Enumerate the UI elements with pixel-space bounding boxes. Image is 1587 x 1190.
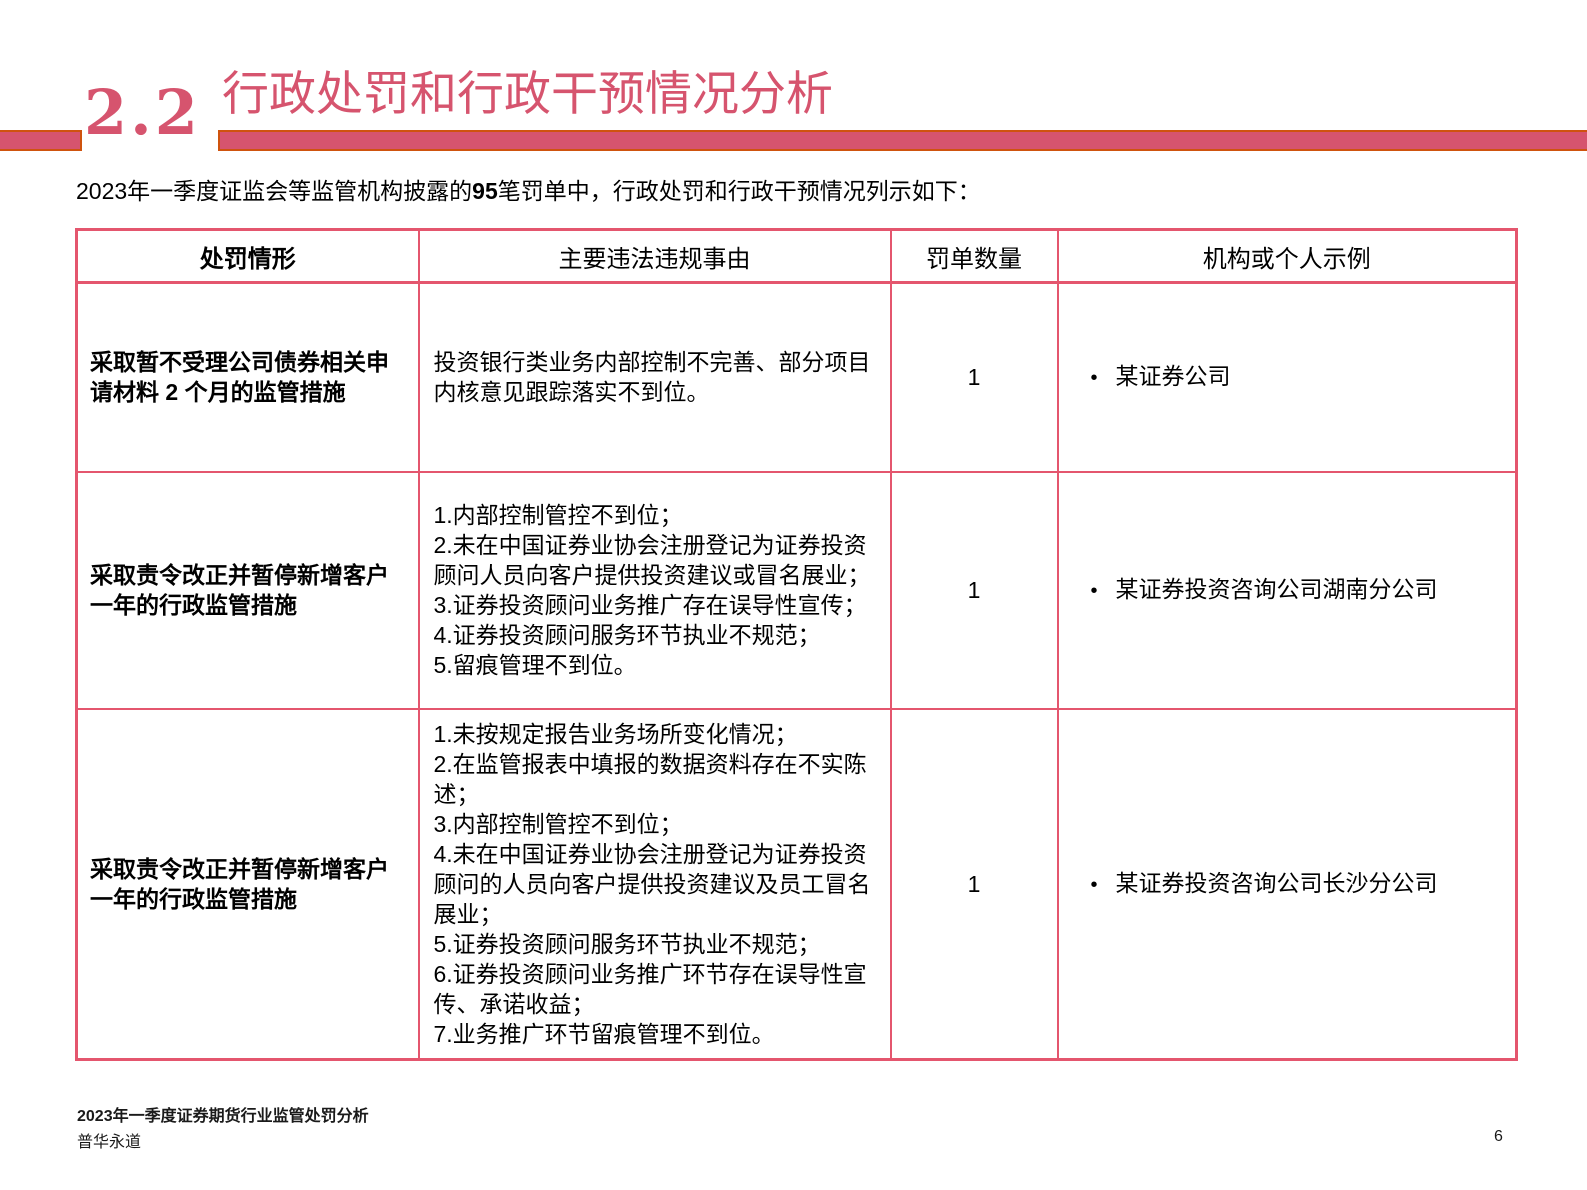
footer-report-title: 2023年一季度证券期货行业监管处罚分析	[77, 1108, 369, 1125]
header-count: 罚单数量	[889, 228, 1059, 284]
cell-example: • 某证券投资咨询公司湖南分公司	[1056, 470, 1518, 710]
accent-bar-left	[0, 130, 82, 151]
cell-count: 1	[889, 707, 1059, 1061]
cell-reason: 1.内部控制管控不到位； 2.未在中国证券业协会注册登记为证券投资顾问人员向客户…	[417, 470, 892, 710]
cell-count: 1	[889, 281, 1059, 473]
example-text: 某证券公司	[1115, 363, 1231, 390]
page-number: 6	[1494, 1128, 1503, 1145]
table-row: 采取责令改正并暂停新增客户一年的行政监管措施 1.未按规定报告业务场所变化情况；…	[75, 707, 1518, 1061]
bullet-icon: •	[1090, 367, 1098, 390]
cell-reason: 1.未按规定报告业务场所变化情况； 2.在监管报表中填报的数据资料存在不实陈述；…	[417, 707, 892, 1061]
cell-count: 1	[889, 470, 1059, 710]
cell-situation: 采取责令改正并暂停新增客户一年的行政监管措施	[75, 707, 420, 1061]
section-number: 2.2	[84, 76, 201, 149]
accent-bar-main	[218, 130, 1587, 151]
table-header-row: 处罚情形 主要违法违规事由 罚单数量 机构或个人示例	[75, 228, 1518, 284]
cell-example: • 某证券公司	[1056, 281, 1518, 473]
footer-company: 普华永道	[77, 1134, 142, 1151]
header-reason: 主要违法违规事由	[417, 228, 892, 284]
table-row: 采取暂不受理公司债券相关申请材料 2 个月的监管措施 投资银行类业务内部控制不完…	[75, 281, 1518, 473]
cell-situation: 采取暂不受理公司债券相关申请材料 2 个月的监管措施	[75, 281, 420, 473]
page-title: 行政处罚和行政干预情况分析	[222, 67, 833, 122]
table-row: 采取责令改正并暂停新增客户一年的行政监管措施 1.内部控制管控不到位； 2.未在…	[75, 470, 1518, 710]
intro-suffix: 笔罚单中，行政处罚和行政干预情况列示如下：	[497, 178, 981, 204]
cell-situation: 采取责令改正并暂停新增客户一年的行政监管措施	[75, 470, 420, 710]
header-example: 机构或个人示例	[1056, 228, 1518, 284]
intro-count: 95	[472, 178, 498, 204]
cell-example: • 某证券投资咨询公司长沙分公司	[1056, 707, 1518, 1061]
example-text: 某证券投资咨询公司长沙分公司	[1115, 869, 1438, 896]
intro-text: 2023年一季度证监会等监管机构披露的95笔罚单中，行政处罚和行政干预情况列示如…	[76, 176, 981, 206]
penalty-table: 处罚情形 主要违法违规事由 罚单数量 机构或个人示例 采取暂不受理公司债券相关申…	[75, 228, 1518, 1061]
header-situation: 处罚情形	[75, 228, 420, 284]
cell-reason: 投资银行类业务内部控制不完善、部分项目内核意见跟踪落实不到位。	[417, 281, 892, 473]
bullet-icon: •	[1090, 580, 1098, 602]
bullet-icon: •	[1090, 873, 1098, 896]
intro-prefix: 2023年一季度证监会等监管机构披露的	[76, 178, 473, 204]
example-text: 某证券投资咨询公司湖南分公司	[1115, 576, 1438, 602]
